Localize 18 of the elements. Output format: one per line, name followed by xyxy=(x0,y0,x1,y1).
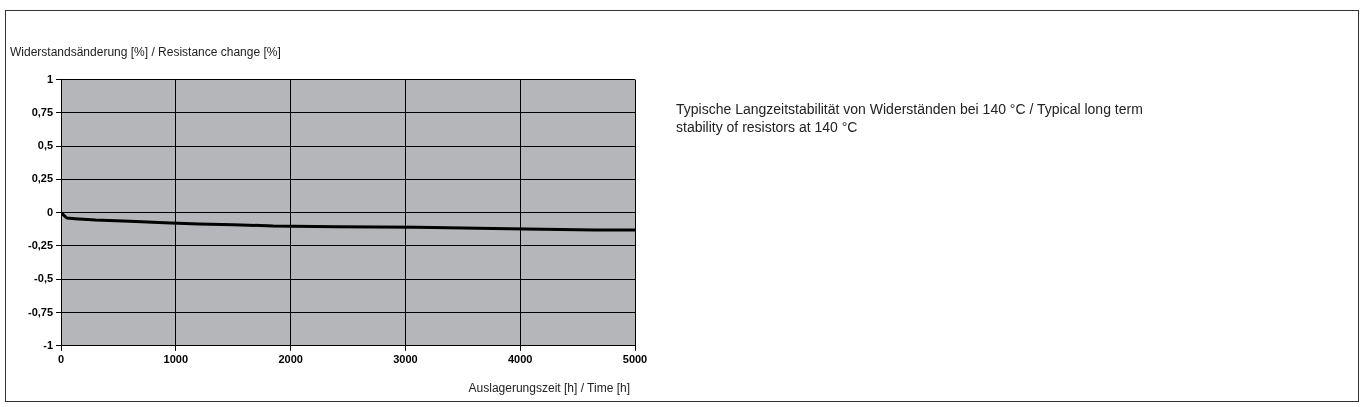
y-tick-label: -0,75 xyxy=(27,305,54,318)
y-tick-label: -0,5 xyxy=(34,272,54,285)
text: Typische Langzeitstabilität von Widerständen bei 140 °C / Typical long term stability of resistors at 140 °C xyxy=(676,100,1144,136)
x-tick-label: 4000 xyxy=(507,353,533,366)
y-tick-label: 0 xyxy=(46,205,54,218)
y-tick-label: 0,5 xyxy=(37,139,54,152)
x-tick-label: 0 xyxy=(58,353,65,366)
y-tick-label: 0,75 xyxy=(31,105,54,118)
y-axis-title: Widerstandsänderung [%] / Resistance change [%] xyxy=(10,45,281,59)
y-tick-label: 1 xyxy=(46,72,54,85)
x-tick-label: 5000 xyxy=(622,353,648,366)
x-axis-title: Auslagerungszeit [h] / Time [h] xyxy=(468,381,630,395)
x-tick-label: 1000 xyxy=(163,353,189,366)
y-tick-label: -1 xyxy=(43,338,54,351)
x-tick-label: 3000 xyxy=(393,353,418,366)
x-tick-label: 2000 xyxy=(278,353,303,366)
y-tick-label: -0,25 xyxy=(27,239,54,252)
y-tick-label: 0,25 xyxy=(31,172,54,185)
